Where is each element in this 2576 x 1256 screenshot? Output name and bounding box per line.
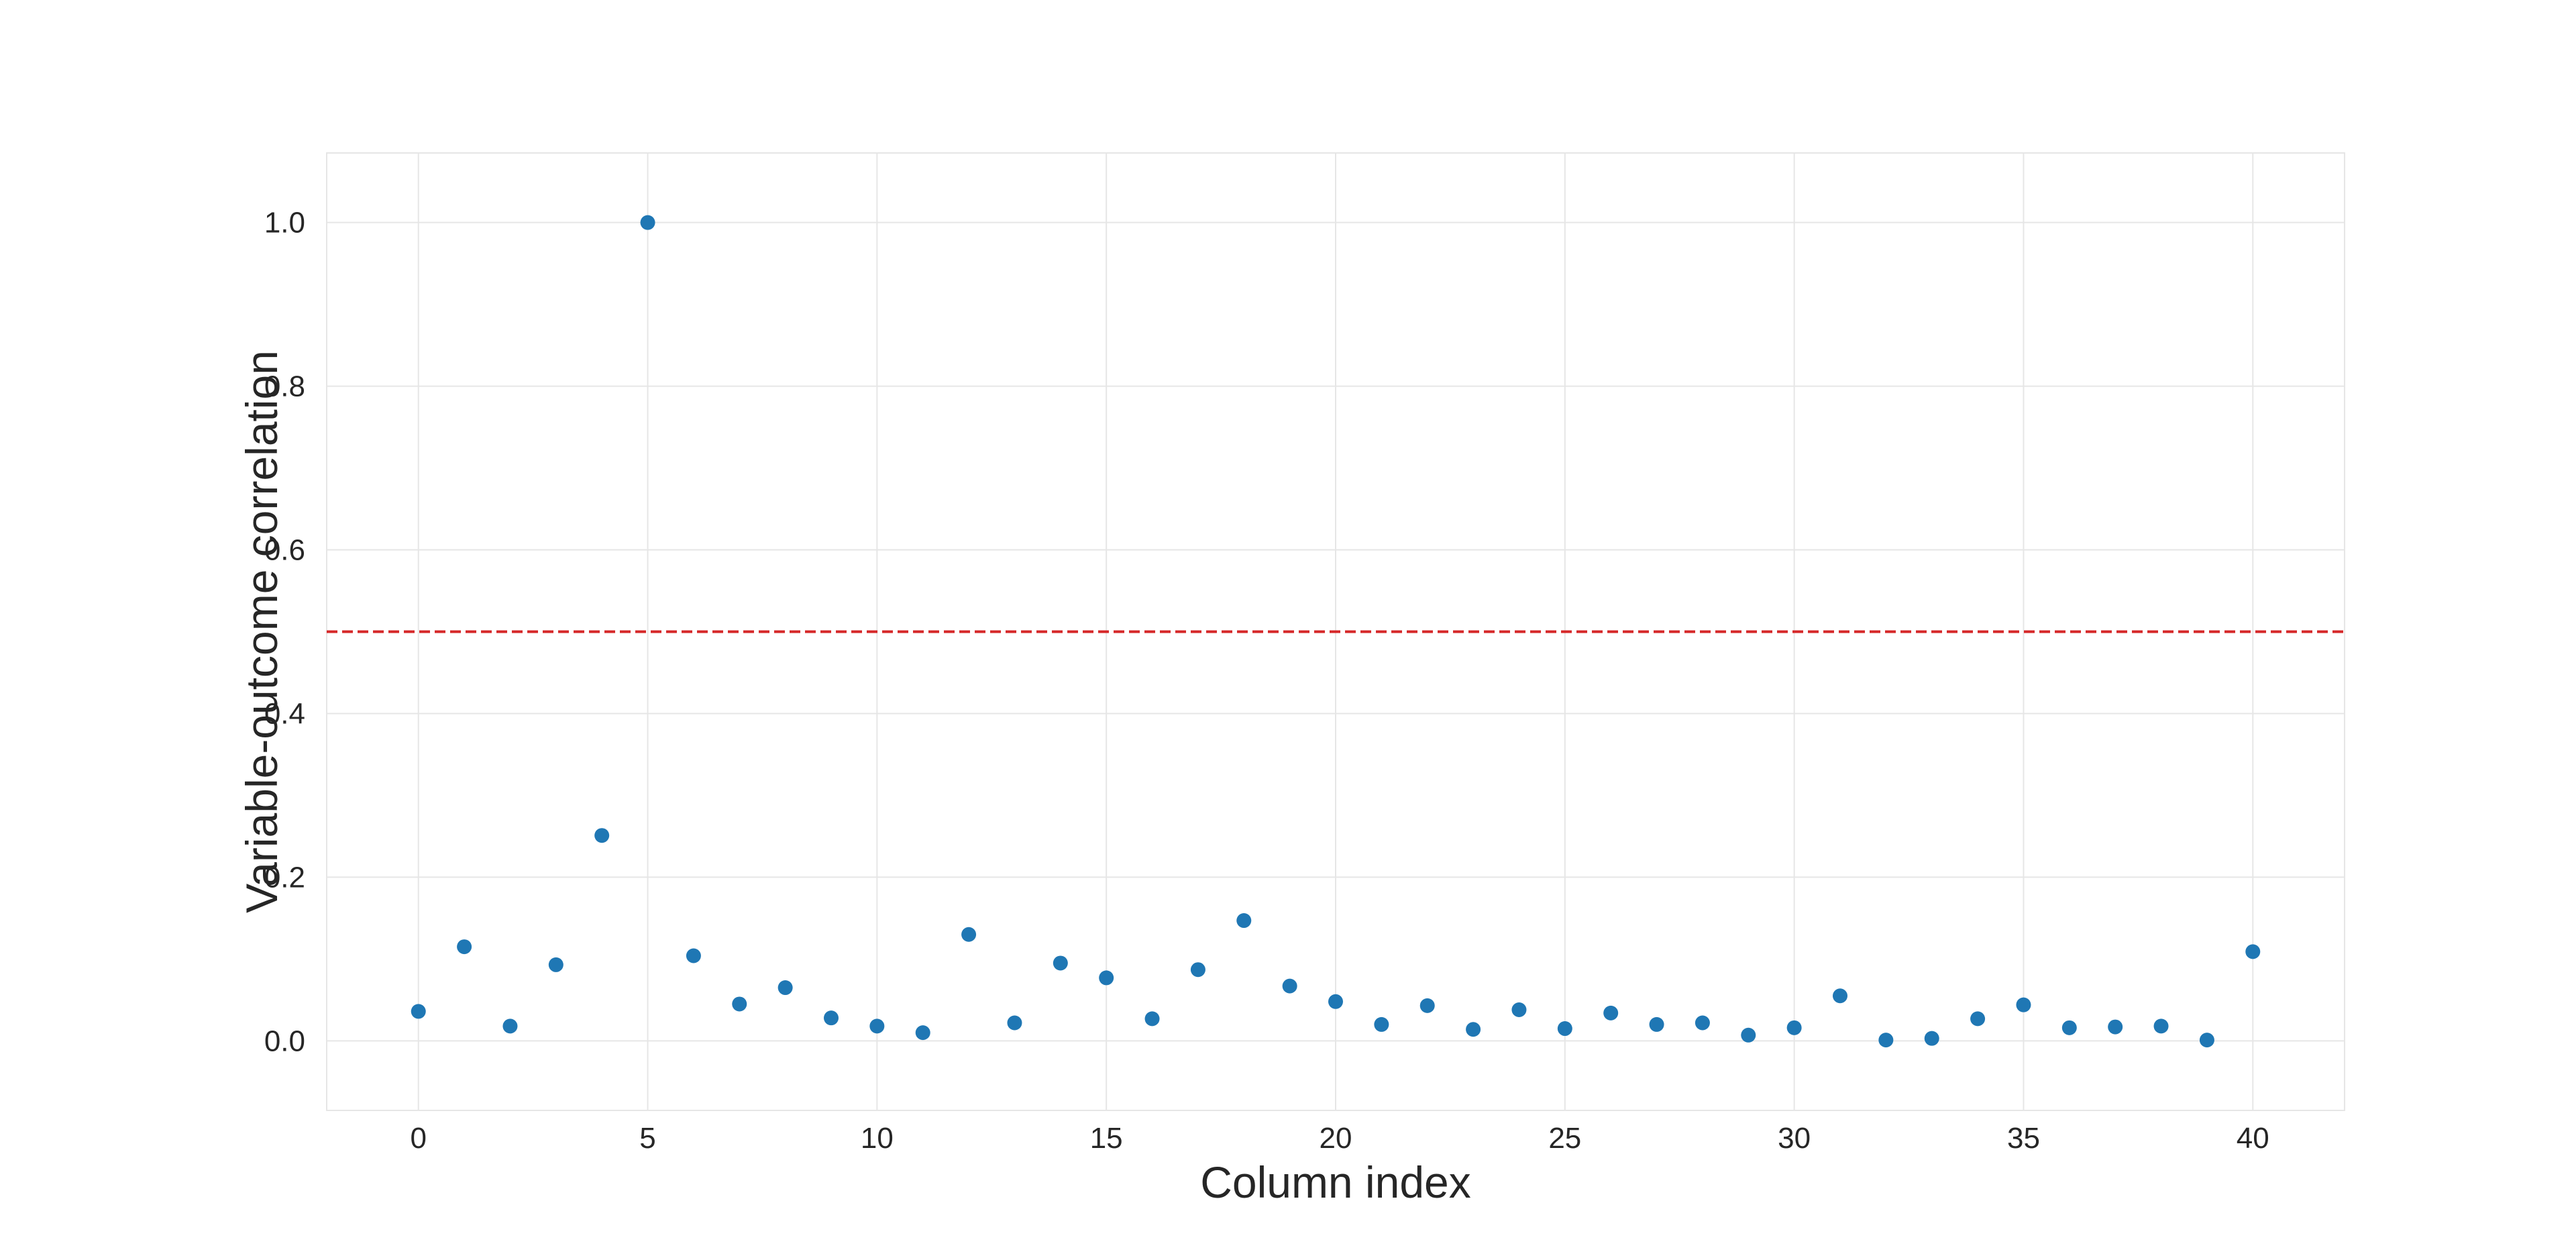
- x-tick-label: 10: [861, 1122, 894, 1155]
- x-tick-label: 0: [410, 1122, 426, 1155]
- data-point: [1833, 988, 1847, 1004]
- x-tick-label: 5: [639, 1122, 655, 1155]
- y-tick-label: 0.2: [264, 861, 305, 894]
- data-point: [1007, 1015, 1022, 1031]
- points-layer: [411, 215, 2261, 1048]
- data-point: [1557, 1021, 1572, 1037]
- data-point: [411, 1004, 426, 1019]
- y-tick-label: 0.4: [264, 697, 305, 730]
- data-point: [594, 828, 610, 843]
- x-tick-label: 15: [1090, 1122, 1123, 1155]
- y-tick-label: 0.8: [264, 370, 305, 403]
- data-point: [1419, 998, 1435, 1013]
- y-axis-title: Variable-outcome correlation: [237, 350, 286, 913]
- data-point: [1511, 1002, 1527, 1017]
- data-point: [1695, 1015, 1710, 1031]
- y-tick-labels: 0.0 0.2 0.4 0.6 0.8 1.0: [264, 207, 305, 1058]
- data-point: [640, 215, 655, 230]
- x-tick-label: 40: [2237, 1122, 2269, 1155]
- y-tick-label: 1.0: [264, 207, 305, 240]
- data-point: [2245, 944, 2261, 959]
- data-point: [2016, 997, 2031, 1012]
- data-point: [824, 1010, 839, 1026]
- data-point: [502, 1018, 518, 1034]
- data-point: [1053, 955, 1068, 971]
- data-point: [1878, 1033, 1894, 1048]
- data-point: [2061, 1020, 2077, 1035]
- data-point: [961, 927, 977, 942]
- data-point: [1282, 978, 1297, 994]
- data-point: [1924, 1031, 1939, 1046]
- x-tick-labels: 0 5 10 15 20 25 30 35 40: [410, 1122, 2269, 1155]
- x-tick-label: 35: [2007, 1122, 2040, 1155]
- data-point: [1099, 970, 1114, 986]
- data-point: [1741, 1027, 1756, 1043]
- data-point: [915, 1025, 930, 1041]
- data-point: [2108, 1019, 2123, 1035]
- data-point: [686, 948, 701, 963]
- x-tick-label: 25: [1548, 1122, 1581, 1155]
- data-point: [777, 980, 793, 996]
- data-point: [1466, 1022, 1481, 1037]
- data-point: [1236, 913, 1252, 929]
- data-point: [1786, 1020, 1802, 1035]
- data-point: [1144, 1011, 1160, 1027]
- data-point: [732, 996, 747, 1012]
- data-point: [1328, 994, 1343, 1009]
- data-point: [1374, 1016, 1389, 1032]
- y-tick-label: 0.0: [264, 1025, 305, 1057]
- x-tick-label: 20: [1320, 1122, 1352, 1155]
- data-point: [2199, 1033, 2214, 1048]
- data-point: [1190, 962, 1205, 978]
- data-point: [548, 957, 564, 972]
- data-point: [869, 1018, 885, 1034]
- data-point: [1603, 1005, 1619, 1020]
- x-tick-label: 30: [1778, 1122, 1811, 1155]
- x-axis-title: Column index: [1200, 1157, 1471, 1207]
- data-point: [1649, 1016, 1664, 1032]
- data-point: [457, 939, 472, 955]
- data-point: [1970, 1011, 1986, 1027]
- data-point: [2153, 1018, 2169, 1034]
- y-tick-label: 0.6: [264, 534, 305, 567]
